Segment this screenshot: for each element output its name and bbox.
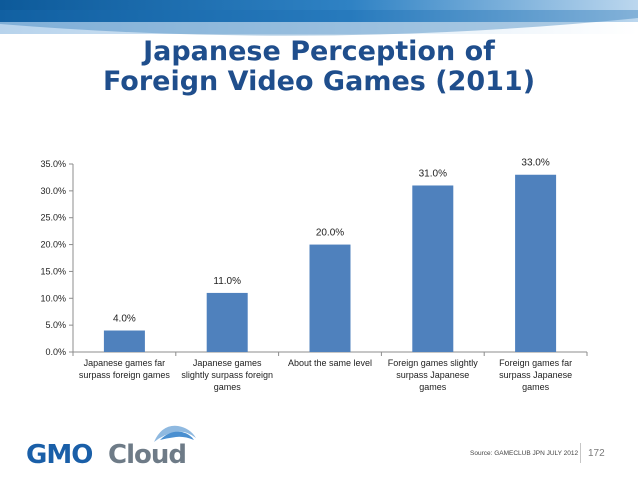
y-tick-label: 35.0% xyxy=(40,159,66,169)
x-category-label-line: games xyxy=(522,382,550,392)
bar xyxy=(103,330,145,352)
y-tick-label: 10.0% xyxy=(40,293,66,303)
x-category-label-line: Foreign games far xyxy=(499,358,572,368)
page-number: 172 xyxy=(588,448,605,459)
x-category-label-line: Foreign games slightly xyxy=(388,358,479,368)
bar xyxy=(206,292,248,352)
x-category-label: Japanese games slightly surpass foreign ga… xyxy=(181,358,273,392)
x-category-label-line: surpass Japanese xyxy=(499,370,572,380)
header-band-light xyxy=(0,22,638,34)
bar xyxy=(412,185,454,352)
y-tick-label: 0.0% xyxy=(45,347,66,357)
bar-data-label: 4.0% xyxy=(113,314,136,325)
y-tick-label: 5.0% xyxy=(45,320,66,330)
header-band xyxy=(0,0,638,22)
x-category-label-line: games xyxy=(214,382,242,392)
slide-title-line1: Japanese Perception of xyxy=(143,36,495,67)
bar-data-label: 33.0% xyxy=(521,158,549,169)
bar xyxy=(309,244,351,352)
x-category-label: Foreign games slightly surpass Japanese ga… xyxy=(388,358,479,392)
x-category-label-line: games xyxy=(419,382,447,392)
x-category-label: Foreign games far surpass Japanese games xyxy=(499,358,572,392)
x-category-label-line: About the same level xyxy=(288,358,372,368)
bar-data-label: 31.0% xyxy=(419,168,447,179)
y-tick-label: 15.0% xyxy=(40,266,66,276)
bar-data-label: 11.0% xyxy=(213,276,241,287)
x-category-label-line: Japanese games xyxy=(193,358,262,368)
y-tick-label: 25.0% xyxy=(40,213,66,223)
bar xyxy=(515,174,557,352)
header-wave xyxy=(0,10,638,36)
x-category-label-line: surpass foreign games xyxy=(79,370,171,380)
logo-gmo-text: GMO xyxy=(26,440,93,470)
x-category-label: Japanese games far surpass foreign games xyxy=(79,358,171,380)
source-note: Source: GAMECLUB JPN JULY 2012 xyxy=(470,450,579,457)
y-tick-label: 30.0% xyxy=(40,186,66,196)
logo-cloud-swoosh-icon xyxy=(154,425,196,442)
y-tick-label: 20.0% xyxy=(40,240,66,250)
footer-divider xyxy=(580,443,581,463)
x-category-label-line: Japanese games far xyxy=(84,358,166,368)
x-category-label-line: surpass Japanese xyxy=(396,370,469,380)
logo-cloud-text: Cloud xyxy=(108,440,187,470)
bar-data-label: 20.0% xyxy=(316,228,344,239)
x-category-label-line: slightly surpass foreign xyxy=(181,370,273,380)
slide-title-line2: Foreign Video Games (2011) xyxy=(102,66,536,97)
x-category-label: About the same level xyxy=(288,358,372,368)
